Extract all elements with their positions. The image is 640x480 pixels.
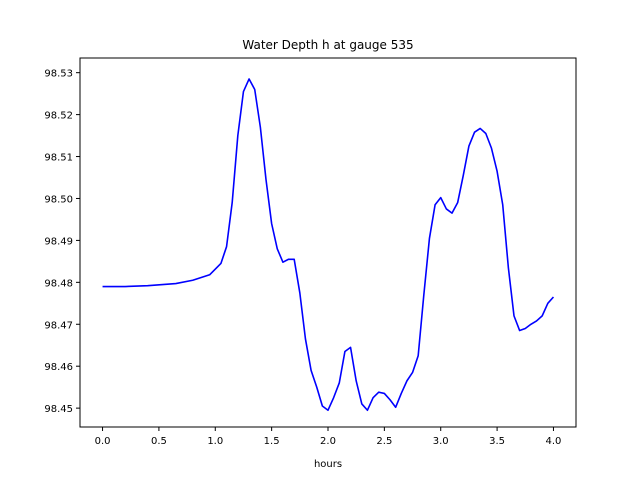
x-tick-label: 3.5 xyxy=(489,436,505,447)
plot-frame xyxy=(79,57,577,428)
y-tick-label: 98.52 xyxy=(44,111,73,122)
x-tick-label: 0.0 xyxy=(95,436,111,447)
x-tick-label: 0.5 xyxy=(151,436,167,447)
x-tick-label: 2.5 xyxy=(376,436,392,447)
x-axis-label: hours xyxy=(314,459,342,470)
y-tick-label: 98.48 xyxy=(44,278,73,289)
y-tick-label: 98.53 xyxy=(44,69,73,80)
series-line-0 xyxy=(102,78,555,412)
x-tick-label: 1.0 xyxy=(207,436,223,447)
chart-title: Water Depth h at gauge 535 xyxy=(242,38,413,52)
x-tick-label: 1.5 xyxy=(264,436,280,447)
y-axis: 98.45 98.46 98.47 98.48 98.49 98.50 98.51 98.52… xyxy=(44,69,80,415)
y-tick-label: 98.46 xyxy=(44,362,73,373)
x-tick-label: 2.0 xyxy=(320,436,336,447)
y-tick-label: 98.47 xyxy=(44,320,73,331)
x-tick-label: 3.0 xyxy=(433,436,449,447)
x-tick-label: 4.0 xyxy=(546,436,562,447)
y-tick-label: 98.45 xyxy=(44,404,73,415)
y-tick-label: 98.49 xyxy=(44,236,73,247)
y-tick-label: 98.51 xyxy=(44,153,73,164)
x-axis: 0.0 0.5 1.0 1.5 2.0 2.5 3.0 3.5 4.0 xyxy=(95,427,562,447)
plot-area xyxy=(102,78,555,412)
y-tick-label: 98.50 xyxy=(44,194,73,205)
